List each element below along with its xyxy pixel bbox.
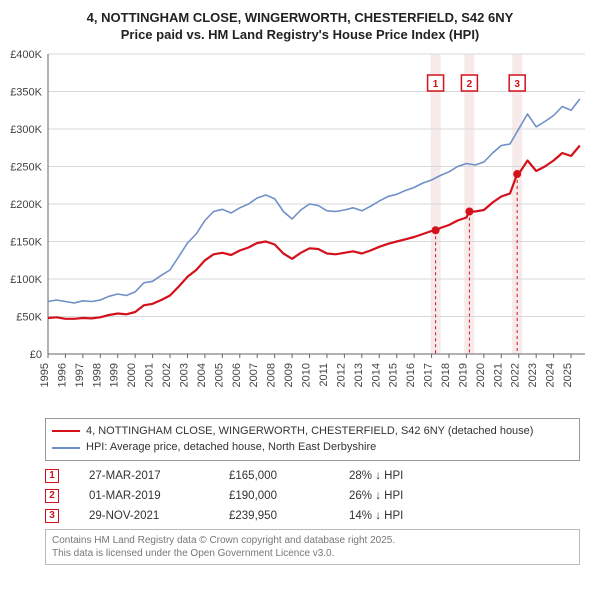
series-price_paid: [48, 145, 580, 318]
y-tick-label: £150K: [10, 236, 42, 248]
sales-table: 1 27-MAR-2017 £165,000 28% ↓ HPI 2 01-MAR-201…: [45, 469, 580, 523]
sale-price: £190,000: [229, 490, 319, 502]
x-tick-label: 2014: [370, 363, 382, 387]
attribution-line-1: Contains HM Land Registry data © Crown c…: [52, 534, 573, 547]
x-tick-label: 2002: [161, 363, 173, 387]
sale-date: 29-NOV-2021: [89, 510, 199, 522]
sale-delta: 28% ↓ HPI: [349, 470, 449, 482]
chart-area: £0 £50K £100K £150K £200K £250K £300K £350K £400…: [0, 44, 600, 414]
y-tick-label: £300K: [10, 124, 42, 136]
x-tick-label: 2012: [335, 363, 347, 387]
legend: 4, NOTTINGHAM CLOSE, WINGERWORTH, CHESTE…: [45, 418, 580, 461]
x-tick-label: 2009: [283, 363, 295, 387]
sales-row: 2 01-MAR-2019 £190,000 26% ↓ HPI: [45, 489, 580, 503]
sale-marker-num: 1: [433, 79, 439, 90]
sales-row: 3 29-NOV-2021 £239,950 14% ↓ HPI: [45, 509, 580, 523]
legend-swatch: [52, 430, 80, 432]
sale-point: [513, 170, 521, 178]
title-line-1: 4, NOTTINGHAM CLOSE, WINGERWORTH, CHESTE…: [0, 10, 600, 27]
x-tick-label: 2024: [545, 363, 557, 387]
x-tick-label: 2001: [144, 363, 156, 387]
x-tick-label: 2011: [318, 363, 330, 387]
x-tick-label: 2017: [423, 363, 435, 387]
sale-marker-num: 2: [467, 79, 473, 90]
x-tick-label: 1998: [91, 363, 103, 387]
x-tick-label: 2005: [213, 363, 225, 387]
series-hpi: [48, 99, 580, 303]
x-tick-label: 2006: [231, 363, 243, 387]
x-tick-label: 2000: [126, 363, 138, 387]
chart-title: 4, NOTTINGHAM CLOSE, WINGERWORTH, CHESTE…: [0, 0, 600, 44]
sale-marker-icon: 3: [45, 509, 59, 523]
chart-svg: £0 £50K £100K £150K £200K £250K £300K £350K £400…: [0, 44, 600, 414]
x-tick-label: 1999: [109, 363, 121, 387]
x-tick-label: 2007: [248, 363, 260, 387]
legend-label: HPI: Average price, detached house, Nort…: [86, 439, 376, 456]
sales-row: 1 27-MAR-2017 £165,000 28% ↓ HPI: [45, 469, 580, 483]
legend-row: HPI: Average price, detached house, Nort…: [52, 439, 573, 456]
sale-price: £239,950: [229, 510, 319, 522]
x-tick-label: 2010: [301, 363, 313, 387]
y-tick-label: £50K: [16, 311, 42, 323]
x-tick-label: 2013: [353, 363, 365, 387]
sale-price: £165,000: [229, 470, 319, 482]
x-tick-label: 2016: [405, 363, 417, 387]
legend-row: 4, NOTTINGHAM CLOSE, WINGERWORTH, CHESTE…: [52, 423, 573, 440]
sale-point: [465, 207, 473, 215]
x-tick-label: 2015: [388, 363, 400, 387]
x-tick-label: 1995: [39, 363, 51, 387]
sale-delta: 14% ↓ HPI: [349, 510, 449, 522]
sale-marker-icon: 2: [45, 489, 59, 503]
x-tick-label: 1996: [56, 363, 68, 387]
y-tick-label: £0: [30, 349, 42, 361]
x-tick-label: 2021: [492, 363, 504, 387]
x-tick-label: 2018: [440, 363, 452, 387]
sale-delta: 26% ↓ HPI: [349, 490, 449, 502]
x-tick-label: 2008: [266, 363, 278, 387]
y-tick-label: £200K: [10, 199, 42, 211]
y-tick-label: £250K: [10, 161, 42, 173]
y-tick-label: £100K: [10, 274, 42, 286]
sale-point: [432, 226, 440, 234]
title-line-2: Price paid vs. HM Land Registry's House …: [0, 27, 600, 44]
y-tick-label: £350K: [10, 86, 42, 98]
attribution: Contains HM Land Registry data © Crown c…: [45, 529, 580, 565]
x-tick-label: 2025: [562, 363, 574, 387]
x-tick-label: 2020: [475, 363, 487, 387]
x-tick-label: 2023: [527, 363, 539, 387]
x-tick-label: 2019: [457, 363, 469, 387]
sale-marker-num: 3: [514, 79, 520, 90]
x-tick-label: 2004: [196, 363, 208, 387]
x-tick-label: 2022: [510, 363, 522, 387]
legend-swatch: [52, 447, 80, 449]
sale-date: 27-MAR-2017: [89, 470, 199, 482]
x-tick-label: 1997: [74, 363, 86, 387]
x-tick-label: 2003: [178, 363, 190, 387]
sale-marker-icon: 1: [45, 469, 59, 483]
attribution-line-2: This data is licensed under the Open Gov…: [52, 547, 573, 560]
y-tick-label: £400K: [10, 49, 42, 61]
sale-date: 01-MAR-2019: [89, 490, 199, 502]
legend-label: 4, NOTTINGHAM CLOSE, WINGERWORTH, CHESTE…: [86, 423, 533, 440]
